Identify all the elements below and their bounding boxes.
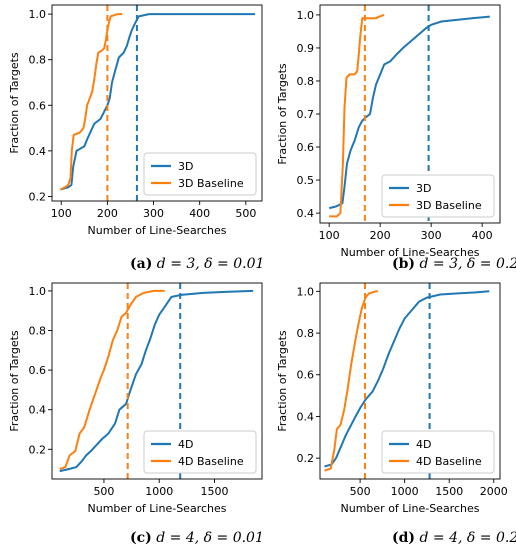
legend-label: 3D Baseline [178,177,244,190]
series-line-3d-baseline [329,13,385,218]
panel-caption: (a) d = 3, δ = 0.01 [130,256,264,272]
chart-panel-4: 500 1000 1500 2000 0.2 0.4 0.6 0.8 1.0 Number of … [276,282,516,546]
x-tick-label: 1500 [200,485,228,498]
plot-frame [51,4,263,202]
y-tick-label: 0.8 [29,325,47,338]
caption-letter-body: b) [399,256,415,272]
x-tick-label: 100 [51,207,72,220]
legend-box [143,430,257,474]
x-tick-label: 400 [472,229,493,242]
series-line-4d [59,289,254,473]
x-axis-label: Number of Line-Searches [88,502,227,515]
caption-letter-body: a) [137,256,153,272]
caption-letter: ( [392,530,399,546]
caption-letter-body: c) [137,530,152,546]
plot-frame [319,282,501,480]
legend: 4D 4D Baseline [381,430,495,474]
legend-label: 3D [416,182,431,195]
y-tick-label: 0.2 [29,443,47,456]
y-tick-label: 0.6 [297,369,315,382]
caption-text: d = 4, δ = 0.01 [152,530,264,546]
legend: 4D 4D Baseline [143,430,257,474]
series-line-4d-baseline [59,289,165,471]
legend-box [381,430,495,474]
y-tick-label: 0.8 [297,75,315,88]
x-tick-label: 500 [350,485,371,498]
x-tick-label: 1000 [145,485,173,498]
y-tick-label: 0.8 [297,327,315,340]
legend: 3D 3D Baseline [381,174,495,218]
legend-label: 3D [178,160,193,173]
y-tick-label: 0.2 [297,452,315,465]
y-axis-label: Fraction of Targets [276,330,289,432]
x-axis-label: Number of Line-Searches [341,502,480,515]
x-tick-label: 500 [235,207,256,220]
y-tick-label: 0.6 [29,99,47,112]
x-tick-label: 2000 [480,485,508,498]
plot-frame [51,282,263,480]
y-tick-label: 1.0 [29,8,47,21]
y-tick-label: 1.0 [297,9,315,22]
legend-label: 3D Baseline [416,199,482,212]
y-tick-label: 0.6 [297,141,315,154]
caption-text: d = 4, δ = 0.2 [415,530,516,546]
panel-caption: (b) d = 3, δ = 0.2 [392,256,516,272]
caption-letter-body: d) [399,530,415,546]
x-axis-label: Number of Line-Searches [88,224,227,237]
legend-box [381,174,495,218]
x-tick-label: 300 [143,207,164,220]
legend-label: 4D Baseline [178,455,244,468]
panel-caption: (d) d = 4, δ = 0.2 [392,530,516,546]
y-tick-label: 0.7 [297,108,315,121]
panel-caption: (c) d = 4, δ = 0.01 [130,530,264,546]
chart-panel-3: 500 1000 1500 0.2 0.4 0.6 0.8 1.0 Number of Line… [8,282,264,546]
x-tick-label: 200 [97,207,118,220]
legend-label: 4D [178,438,193,451]
y-tick-label: 1.0 [29,285,47,298]
y-tick-label: 0.9 [297,42,315,55]
caption-letter: ( [130,530,137,546]
y-tick-label: 0.4 [297,410,315,423]
x-tick-label: 400 [189,207,210,220]
series-line-4d-baseline [324,290,378,472]
series-line-3d-baseline [59,13,123,191]
series-line-3d [60,13,256,191]
y-axis-label: Fraction of Targets [8,52,21,154]
x-tick-label: 1500 [435,485,463,498]
caption-letter: ( [392,256,399,272]
x-tick-label: 200 [370,229,391,242]
y-tick-label: 0.4 [297,207,315,220]
x-tick-label: 300 [421,229,442,242]
chart-panel-1: 100 200 300 400 500 0.2 0.4 0.6 0.8 1.0 Number of … [8,4,264,272]
x-axis-label: Number of Line-Searches [341,246,480,259]
x-tick-label: 500 [93,485,114,498]
y-tick-label: 0.6 [29,364,47,377]
legend-label: 4D [416,438,431,451]
chart-panel-2: 100 200 300 400 0.4 0.5 0.6 0.7 0.8 0.9 1.0 Number … [276,4,516,272]
y-axis-label: Fraction of Targets [8,330,21,432]
legend-box [143,152,257,196]
caption-letter: ( [130,256,137,272]
y-tick-label: 0.5 [297,174,315,187]
y-tick-label: 1.0 [297,285,315,298]
x-tick-label: 100 [319,229,340,242]
legend-label: 4D Baseline [416,455,482,468]
y-tick-label: 0.8 [29,54,47,67]
y-tick-label: 0.4 [29,404,47,417]
caption-text: d = 3, δ = 0.2 [415,256,516,272]
series-line-4d [324,290,490,468]
y-tick-label: 0.4 [29,145,47,158]
y-axis-label: Fraction of Targets [276,63,289,165]
y-tick-label: 0.2 [29,190,47,203]
caption-text: d = 3, δ = 0.01 [152,256,264,272]
x-tick-label: 1000 [391,485,419,498]
legend: 3D 3D Baseline [143,152,257,196]
